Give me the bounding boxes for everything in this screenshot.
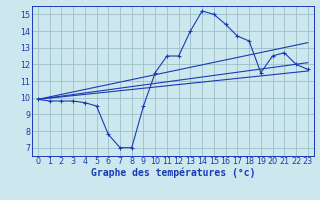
X-axis label: Graphe des températures (°c): Graphe des températures (°c) <box>91 168 255 178</box>
